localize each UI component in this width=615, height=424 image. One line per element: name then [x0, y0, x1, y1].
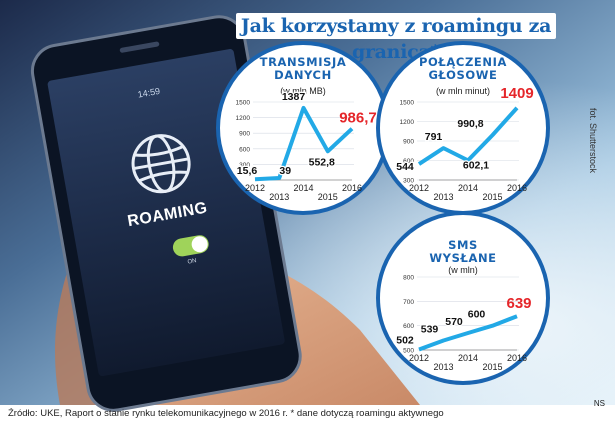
- x-tick-label: 2016: [507, 353, 527, 363]
- chart-title-line2: GŁOSOWE: [429, 68, 498, 82]
- x-tick-label: 2013: [433, 192, 453, 202]
- photo-credit: fot. Shutterstock: [588, 108, 598, 174]
- value-label: 1387: [282, 91, 306, 103]
- y-tick-label: 600: [403, 158, 414, 165]
- phone-screen: 14:59 ROAMING ON: [54, 45, 293, 373]
- chart-unit: (w mln minut): [436, 86, 490, 96]
- series-line: [418, 314, 518, 352]
- y-tick-label: 600: [239, 146, 250, 153]
- x-tick-label: 2015: [482, 192, 502, 202]
- value-label: 791: [425, 131, 443, 143]
- globe-icon: [131, 134, 191, 194]
- x-tick-label: 2014: [458, 183, 478, 193]
- chart-title: TRANSMISJA: [260, 55, 347, 69]
- value-label: 502: [396, 335, 414, 347]
- value-label: 600: [468, 309, 486, 321]
- x-tick-label: 2016: [342, 183, 362, 193]
- y-tick-label: 300: [239, 162, 250, 169]
- x-tick-label: 2015: [482, 362, 502, 372]
- chart-circle: [376, 211, 550, 385]
- value-label: 986,7: [339, 110, 377, 127]
- y-tick-label: 1200: [236, 115, 251, 122]
- x-tick-label: 2016: [507, 183, 527, 193]
- x-tick-label: 2013: [269, 192, 289, 202]
- y-tick-label: 800: [403, 275, 414, 282]
- chart-title: SMS: [448, 238, 478, 252]
- x-tick-label: 2012: [409, 353, 429, 363]
- chart-title-line2: DANYCH: [274, 68, 332, 82]
- y-tick-label: 900: [239, 131, 250, 138]
- y-tick-label: 1500: [236, 100, 251, 107]
- x-tick-label: 2014: [293, 183, 313, 193]
- value-label: 552,8: [309, 156, 335, 168]
- x-tick-label: 2012: [409, 183, 429, 193]
- chart-title-line2: WYSŁANE: [429, 251, 496, 265]
- x-tick-label: 2014: [458, 353, 478, 363]
- agency-mark: NS: [593, 399, 605, 408]
- series-line: [254, 105, 354, 182]
- y-tick-label: 300: [403, 178, 414, 185]
- value-label: 544: [396, 161, 414, 173]
- value-label: 15,6: [237, 165, 258, 177]
- x-tick-label: 2013: [433, 362, 453, 372]
- series-line: [417, 106, 519, 166]
- y-tick-label: 600: [403, 323, 414, 330]
- value-label: 1409: [500, 85, 533, 102]
- chart-title: POŁĄCZENIA: [419, 55, 507, 69]
- chart-unit: (w mln MB): [280, 86, 326, 96]
- chart-unit: (w mln): [448, 265, 478, 275]
- x-tick-label: 2012: [245, 183, 265, 193]
- y-tick-label: 1500: [400, 100, 415, 107]
- y-tick-label: 700: [403, 299, 414, 306]
- value-label: 602,1: [463, 159, 489, 171]
- value-label: 570: [445, 316, 463, 328]
- value-label: 39: [279, 165, 291, 177]
- y-tick-label: 1200: [400, 119, 415, 126]
- y-tick-label: 500: [403, 348, 414, 355]
- y-tick-label: 900: [403, 139, 414, 146]
- value-label: 639: [506, 295, 531, 312]
- x-tick-label: 2015: [318, 192, 338, 202]
- source-note: Źródło: UKE, Raport o stanie rynku telek…: [8, 408, 444, 419]
- value-label: 539: [421, 324, 439, 336]
- value-label: 990,8: [457, 118, 483, 130]
